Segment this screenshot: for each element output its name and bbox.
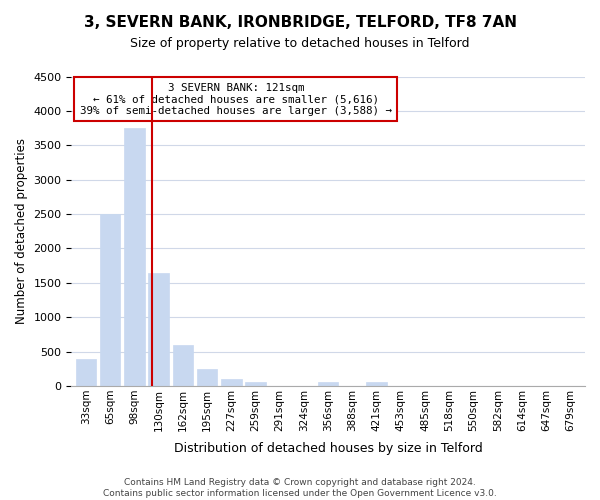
Bar — [221, 379, 242, 386]
Text: 3, SEVERN BANK, IRONBRIDGE, TELFORD, TF8 7AN: 3, SEVERN BANK, IRONBRIDGE, TELFORD, TF8… — [83, 15, 517, 30]
Bar — [76, 359, 96, 386]
X-axis label: Distribution of detached houses by size in Telford: Distribution of detached houses by size … — [174, 442, 482, 455]
Bar — [318, 382, 338, 386]
Bar — [148, 273, 169, 386]
Text: Contains HM Land Registry data © Crown copyright and database right 2024.
Contai: Contains HM Land Registry data © Crown c… — [103, 478, 497, 498]
Bar — [245, 382, 266, 386]
Text: 3 SEVERN BANK: 121sqm
← 61% of detached houses are smaller (5,616)
39% of semi-d: 3 SEVERN BANK: 121sqm ← 61% of detached … — [80, 82, 392, 116]
Text: Size of property relative to detached houses in Telford: Size of property relative to detached ho… — [130, 38, 470, 51]
Bar — [367, 382, 387, 386]
Bar — [197, 370, 217, 386]
Bar — [124, 128, 145, 386]
Y-axis label: Number of detached properties: Number of detached properties — [15, 138, 28, 324]
Bar — [173, 344, 193, 386]
Bar — [100, 214, 121, 386]
